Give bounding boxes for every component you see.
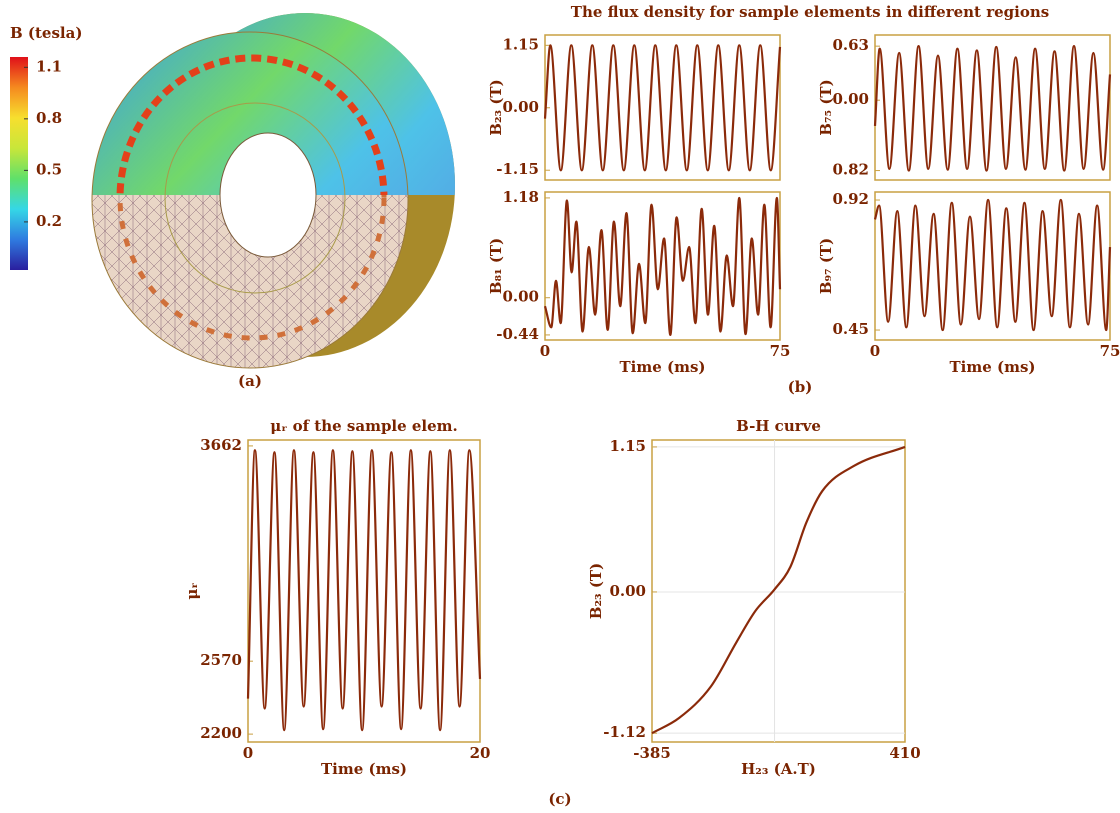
y-tick-label: 1.15 — [502, 35, 539, 53]
panel-label: (a) — [238, 372, 262, 390]
data-line — [652, 447, 905, 733]
y-tick-label: 3662 — [200, 436, 242, 454]
figure: The flux density for sample elements in … — [0, 0, 1120, 813]
y-axis-label: B₇₅ (T) — [817, 79, 835, 135]
colorbar-tick-label: 0.5 — [36, 160, 62, 178]
y-tick-label: 0.00 — [832, 90, 869, 108]
y-tick-label: -1.12 — [603, 723, 646, 741]
data-line — [248, 450, 480, 730]
y-axis-label: μᵣ — [183, 582, 201, 599]
y-tick-label: 0.92 — [832, 190, 869, 208]
shaft-hole — [220, 133, 316, 257]
colorbar-title: B (tesla) — [10, 24, 82, 42]
y-axis-label: B₂₃ (T) — [487, 79, 505, 135]
y-axis-label: B₈₁ (T) — [487, 238, 505, 294]
x-tick-label: -385 — [633, 744, 671, 762]
motor-model — [92, 13, 455, 368]
colorbar-tick-label: 0.2 — [36, 212, 62, 230]
x-axis-label: Time (ms) — [619, 358, 705, 376]
colorbar — [10, 57, 28, 270]
chart-title: μᵣ of the sample elem. — [270, 417, 458, 435]
data-line — [545, 198, 780, 335]
data-line — [875, 200, 1110, 330]
panel-label: (b) — [788, 378, 813, 396]
colorbar-tick-label: 0.8 — [36, 109, 62, 127]
y-axis-label: B₉₇ (T) — [817, 238, 835, 294]
data-line — [545, 45, 780, 170]
x-tick-label: 75 — [770, 342, 791, 360]
panel-label: (c) — [548, 790, 571, 808]
x-axis-label: Time (ms) — [949, 358, 1035, 376]
y-axis-label: B₂₃ (T) — [587, 563, 605, 619]
x-axis-label: H₂₃ (A.T) — [741, 760, 816, 778]
x-tick-label: 0 — [540, 342, 550, 360]
y-tick-label: 0.63 — [832, 36, 869, 54]
y-tick-label: 1.15 — [609, 437, 646, 455]
plot-frame — [652, 440, 905, 742]
y-tick-label: 0.82 — [832, 161, 869, 179]
figure-title: The flux density for sample elements in … — [571, 3, 1049, 21]
x-tick-label: 75 — [1100, 342, 1120, 360]
x-axis-label: Time (ms) — [321, 760, 407, 778]
y-tick-label: 2570 — [200, 651, 242, 669]
x-tick-label: 20 — [470, 744, 491, 762]
colorbar-tick-label: 1.1 — [36, 57, 62, 75]
y-tick-label: 1.18 — [502, 188, 539, 206]
chart-title: B-H curve — [736, 417, 821, 435]
y-tick-label: 2200 — [200, 724, 242, 742]
y-tick-label: 0.00 — [502, 288, 539, 306]
data-line — [875, 46, 1110, 170]
y-tick-label: 0.00 — [609, 582, 646, 600]
y-tick-label: -1.15 — [496, 160, 539, 178]
y-tick-label: 0.00 — [502, 98, 539, 116]
x-tick-label: 410 — [889, 744, 920, 762]
x-tick-label: 0 — [870, 342, 880, 360]
y-tick-label: 0.45 — [832, 320, 869, 338]
y-tick-label: -0.44 — [496, 325, 539, 343]
x-tick-label: 0 — [243, 744, 253, 762]
